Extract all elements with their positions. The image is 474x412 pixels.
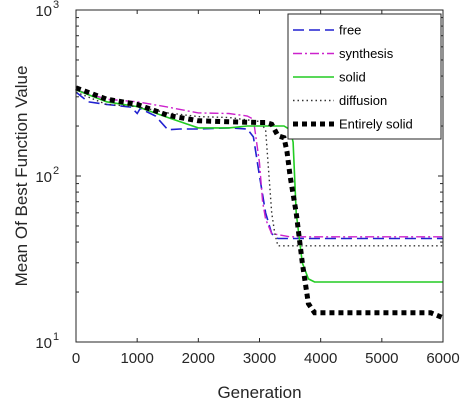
y-tick-exponent: 1 bbox=[53, 331, 59, 343]
legend-label: synthesis bbox=[339, 46, 394, 61]
y-tick-exponent: 3 bbox=[53, 0, 59, 11]
x-tick-label: 2000 bbox=[182, 350, 215, 367]
x-tick-label: 4000 bbox=[304, 350, 337, 367]
legend-label: diffusion bbox=[339, 93, 387, 108]
legend-item-solid: solid bbox=[293, 70, 366, 85]
legend-item-diffusion: diffusion bbox=[293, 93, 387, 108]
series-layer bbox=[75, 85, 444, 321]
legend-item-synthesis: synthesis bbox=[293, 46, 394, 61]
legend-item-entirely-solid: Entirely solid bbox=[293, 117, 413, 132]
y-tick-label: 10 bbox=[35, 335, 52, 352]
x-tick-label: 0 bbox=[72, 350, 80, 367]
legend-item-free: free bbox=[293, 23, 361, 38]
x-tick-label: 6000 bbox=[426, 350, 459, 367]
legend-label: free bbox=[339, 23, 361, 38]
x-tick-label: 3000 bbox=[243, 350, 276, 367]
series-line-entirely-solid bbox=[75, 85, 444, 321]
legend-items: free synthesis solid diffusion Entirely soli… bbox=[293, 23, 413, 132]
x-axis-title: Generation bbox=[217, 383, 301, 402]
legend-label: Entirely solid bbox=[339, 117, 413, 132]
legend-label: solid bbox=[339, 70, 366, 85]
x-tick-label: 1000 bbox=[120, 350, 153, 367]
y-tick-label: 10 bbox=[35, 3, 52, 20]
y-tick-label: 10 bbox=[35, 169, 52, 186]
x-tick-label: 5000 bbox=[365, 350, 398, 367]
series-line-synthesis bbox=[75, 89, 443, 238]
y-tick-exponent: 2 bbox=[53, 165, 59, 177]
legend: free synthesis solid diffusion Entirely soli… bbox=[287, 13, 442, 140]
y-axis-title: Mean Of Best Function Value bbox=[12, 66, 31, 287]
